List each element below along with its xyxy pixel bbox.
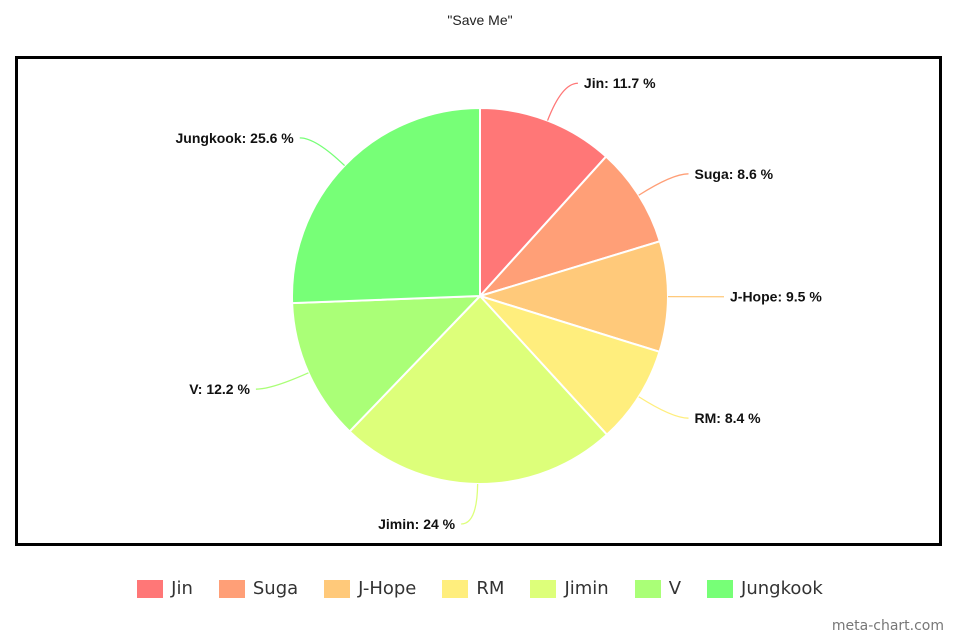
legend-swatch xyxy=(218,579,245,598)
legend-item-rm[interactable]: RM xyxy=(442,578,504,599)
legend-label: Jungkook xyxy=(741,578,823,599)
pie-slice-jimin xyxy=(348,294,609,485)
label-leader-lines xyxy=(255,82,725,525)
pie-slice-jin xyxy=(479,106,608,299)
legend-item-jungkook[interactable]: Jungkook xyxy=(707,578,823,599)
watermark: meta-chart.com xyxy=(831,618,944,634)
legend-label: V xyxy=(668,578,682,599)
slice-label-jimin: Jimin: 24 % xyxy=(378,516,456,532)
legend-label: Jin xyxy=(171,578,193,599)
slice-label-rm: RM: 8.4 % xyxy=(695,410,762,426)
legend-label: RM xyxy=(476,578,505,599)
leader-line-rm xyxy=(638,396,689,419)
slice-label-jin: Jin: 11.7 % xyxy=(584,75,656,91)
slice-label-jungkook: Jungkook: 25.6 % xyxy=(176,130,295,146)
leader-line-jimin xyxy=(461,483,479,525)
legend-swatch xyxy=(634,579,661,598)
slice-labels: Jin: 11.7 % Suga: 8.6 % J-Hope: 9.5 % RM: 8… xyxy=(176,75,823,532)
legend-label: J-Hope xyxy=(358,578,417,599)
legend-label: Suga xyxy=(252,578,299,599)
leader-line-suga xyxy=(638,173,689,196)
legend-item-suga[interactable]: Suga xyxy=(218,578,299,599)
legend: Jin Suga J-Hope RM Jimin V Jungkook xyxy=(0,578,960,599)
legend-item-jimin[interactable]: Jimin xyxy=(530,578,609,599)
legend-swatch xyxy=(707,579,734,598)
leader-line-jungkook xyxy=(299,137,346,167)
legend-swatch xyxy=(530,579,557,598)
slice-label-v: V: 12.2 % xyxy=(189,381,250,397)
plot-area xyxy=(15,56,942,546)
pie-slices xyxy=(291,106,669,485)
slice-label-suga: Suga: 8.6 % xyxy=(695,166,774,182)
pie-slice-rm xyxy=(476,293,661,437)
pie-slice-v xyxy=(291,294,483,433)
pie-slice-jungkook xyxy=(291,106,481,305)
legend-item-j-hope[interactable]: J-Hope xyxy=(324,578,416,599)
leader-line-jin xyxy=(546,82,578,121)
legend-swatch xyxy=(137,579,164,598)
slice-label-j-hope: J-Hope: 9.5 % xyxy=(730,289,822,305)
pie-slice-suga xyxy=(476,155,662,299)
legend-swatch xyxy=(324,579,351,598)
leader-line-v xyxy=(255,372,309,390)
legend-swatch xyxy=(442,579,469,598)
legend-item-v[interactable]: V xyxy=(634,578,682,599)
chart-title: "Save Me" xyxy=(447,12,513,28)
pie-slice-j-hope xyxy=(476,240,669,354)
legend-item-jin[interactable]: Jin xyxy=(137,578,193,599)
legend-label: Jimin xyxy=(564,578,609,599)
